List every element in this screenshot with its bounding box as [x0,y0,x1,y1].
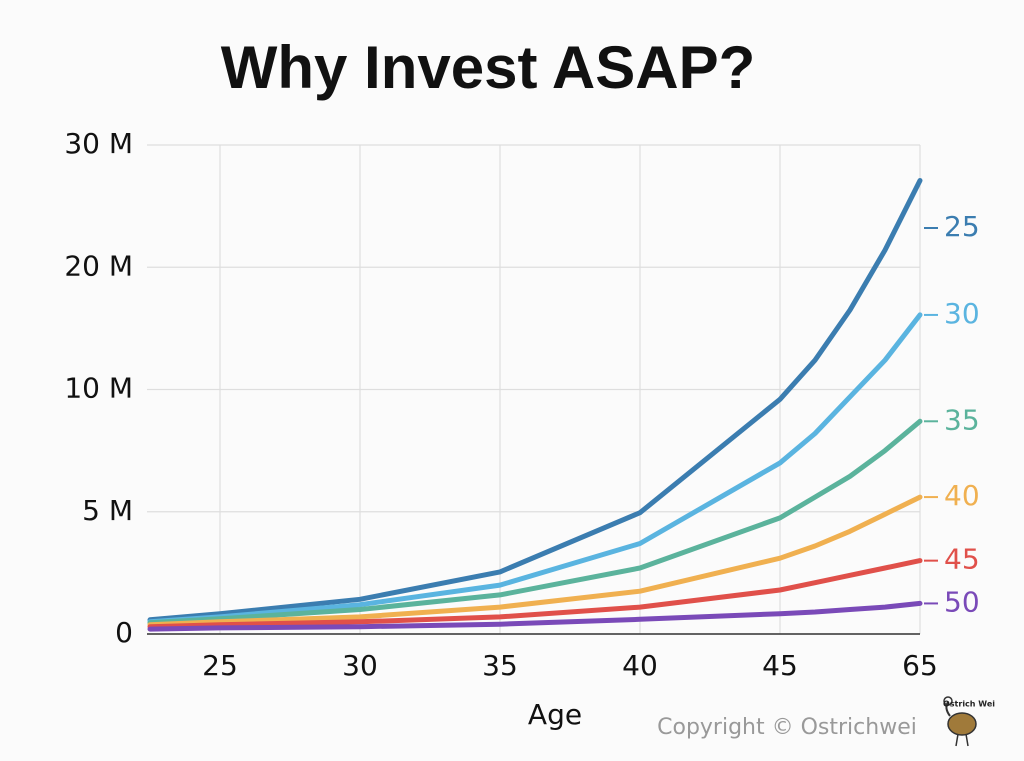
x-tick-label: 40 [622,649,658,682]
series-line [147,178,923,623]
y-tick-label: 5 M [82,494,133,527]
series-line [147,418,923,626]
x-axis-title: Age [528,698,582,731]
grid [147,144,921,635]
logo-text: Ostrich Wei [943,700,995,709]
copyright: Copyright © Ostrichwei [657,715,917,740]
series-line [147,494,923,628]
x-tick-label: 45 [762,649,798,682]
chart-title: Why Invest ASAP? [221,34,756,101]
legend-label: 30 [944,297,980,330]
legend-label: 40 [944,479,980,512]
y-tick-label: 30 M [64,127,133,160]
legend-label: 25 [944,210,980,243]
series-line [147,600,923,632]
legend-label: 50 [944,585,980,618]
y-tick-label: 10 M [64,372,133,405]
x-tick-label: 35 [482,649,518,682]
x-tick-label: 25 [202,649,238,682]
legend-label: 45 [944,543,980,576]
x-tick-label: 65 [902,649,938,682]
y-tick-label: 20 M [64,249,133,282]
x-tick-label: 30 [342,649,378,682]
series-line [147,312,923,625]
legend-label: 35 [944,403,980,436]
logo: Ostrich Wei [943,696,995,747]
series-line [147,558,923,630]
y-tick-label: 0 [115,616,133,649]
